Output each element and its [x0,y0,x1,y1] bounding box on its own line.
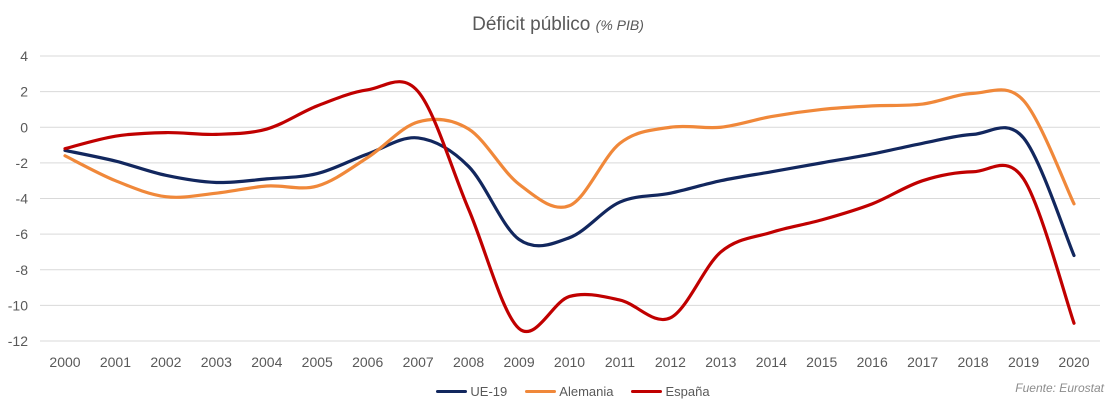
series-line-espana [63,80,1076,333]
y-tick-label: -6 [16,226,29,242]
legend-swatch-ue19 [436,390,468,393]
x-tick-label: 2004 [251,354,282,370]
x-tick-label: 2013 [705,354,736,370]
y-tick-label: -4 [16,191,29,207]
x-tick-label: 2010 [554,354,585,370]
chart-title-text: Déficit público [472,14,591,35]
legend-label-alemania: Alemania [559,384,614,399]
gridlines [40,55,1100,342]
legend-swatch-alemania [525,390,557,393]
x-tick-label: 2009 [503,354,534,370]
legend-label-ue19: UE-19 [470,384,508,399]
x-tick-label: 2018 [958,354,989,370]
chart-subtitle: (% PIB) [595,17,644,33]
y-tick-label: 0 [20,119,28,135]
x-tick-label: 2011 [605,354,635,370]
y-axis: 4 2 0 -2 -4 -6 -8 -10 -12 [8,48,28,349]
series-line-ue19 [63,126,1076,258]
x-tick-label: 2005 [302,354,333,370]
series-line-alemania [63,88,1076,209]
x-tick-label: 2006 [352,354,383,370]
x-tick-label: 2019 [1008,354,1039,370]
y-tick-label: 4 [20,48,28,64]
x-axis: 2000 2001 2002 2003 2004 2005 2006 2007 2008 2009… [49,354,1089,370]
source-note: Fuente: Eurostat [1015,381,1104,395]
legend-label-espana: España [665,384,710,399]
y-tick-label: -12 [8,333,28,349]
x-tick-label: 2003 [201,354,232,370]
x-tick-label: 2015 [806,354,837,370]
x-tick-label: 2020 [1058,354,1089,370]
x-tick-label: 2008 [453,354,484,370]
chart-title: Déficit público (% PIB) [0,14,1116,36]
x-tick-label: 2014 [756,354,787,370]
x-tick-label: 2001 [100,354,131,370]
x-tick-label: 2016 [857,354,888,370]
y-tick-label: -10 [8,297,28,313]
x-tick-label: 2007 [403,354,434,370]
series-lines [63,80,1076,333]
legend-item-alemania[interactable]: Alemania [525,384,613,399]
y-tick-label: -8 [16,262,29,278]
legend: UE-19 Alemania España [0,384,1116,399]
y-tick-label: 2 [20,84,28,100]
legend-item-ue19[interactable]: UE-19 [436,384,507,399]
x-tick-label: 2017 [907,354,938,370]
legend-swatch-espana [631,390,663,393]
legend-item-espana[interactable]: España [631,384,710,399]
x-tick-label: 2012 [655,354,686,370]
y-tick-label: -2 [16,155,29,171]
x-tick-label: 2000 [49,354,80,370]
x-tick-label: 2002 [150,354,181,370]
